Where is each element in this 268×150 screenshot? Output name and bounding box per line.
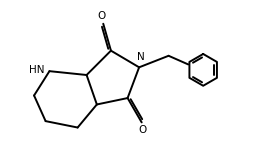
Text: HN: HN (29, 65, 45, 75)
Text: O: O (139, 126, 147, 135)
Text: N: N (136, 52, 144, 62)
Text: O: O (98, 11, 106, 21)
